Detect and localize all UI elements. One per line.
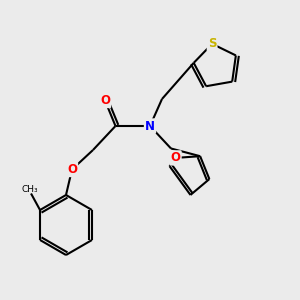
Text: O: O [67, 163, 77, 176]
Text: S: S [208, 37, 216, 50]
Text: O: O [100, 94, 110, 107]
Text: CH₃: CH₃ [21, 184, 38, 194]
Text: O: O [170, 152, 181, 164]
Text: N: N [145, 119, 155, 133]
